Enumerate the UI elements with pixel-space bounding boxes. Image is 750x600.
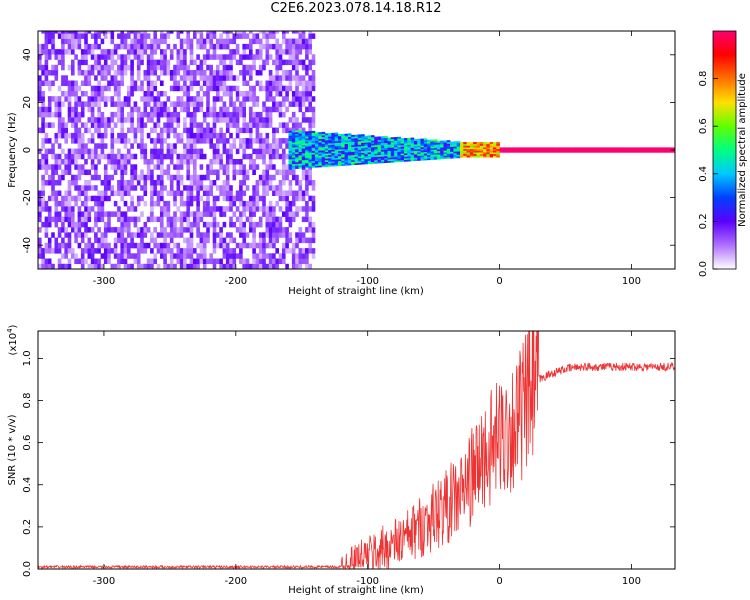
y-tick-label: 0.0 <box>22 561 33 577</box>
snr-series-line <box>38 331 675 569</box>
colorbar: 0.0 0.2 0.4 0.6 0.8 Normalized spectral ampl… <box>698 30 748 277</box>
y-tick-label: 0.6 <box>22 435 33 451</box>
y-tick-label: 0 <box>22 147 33 153</box>
y-tick-label: 0.4 <box>22 477 33 493</box>
y-tick-label: 0.8 <box>22 393 33 409</box>
snr-ylabel: SNR (10 * v/v) <box>7 414 18 485</box>
x-tick-label: 0 <box>496 576 502 587</box>
colorbar-tick-label: 0.0 <box>698 261 709 277</box>
y-tick-label: -40 <box>22 237 33 253</box>
snr-frame <box>37 330 676 570</box>
colorbar-scale <box>712 30 737 270</box>
heatmap-region-4 <box>499 147 675 153</box>
snr-axes: -300 -200 -100 0 100 0.0 0.2 0.4 0.6 0.8 1.0 <box>22 331 675 587</box>
x-tick-label: -200 <box>224 276 247 287</box>
y-tick-label: 0.2 <box>22 519 33 535</box>
spectrogram-ylabel: Frequency (Hz) <box>7 112 18 188</box>
x-tick-label: -300 <box>93 576 116 587</box>
y-tick-label: 20 <box>22 96 33 109</box>
x-tick-label: -300 <box>93 276 116 287</box>
heatmap-region-1 <box>38 31 316 269</box>
snr-plot: -300 -200 -100 0 100 0.0 0.2 0.4 0.6 0.8 1.0 Heigh… <box>6 324 676 596</box>
heatmap-region-2 <box>288 130 461 170</box>
snr-xlabel: Height of straight line (km) <box>288 585 424 596</box>
colorbar-tick-label: 0.2 <box>698 213 709 229</box>
spectrogram-heatmap <box>38 31 675 269</box>
colorbar-tick-label: 0.8 <box>698 71 709 87</box>
heatmap-region-3 <box>460 142 500 158</box>
x-tick-label: -100 <box>356 276 379 287</box>
x-tick-label: -200 <box>224 576 247 587</box>
x-tick-label: 100 <box>622 576 641 587</box>
x-tick-label: 100 <box>622 276 641 287</box>
x-tick-label: -100 <box>356 576 379 587</box>
colorbar-tick-label: 0.4 <box>698 166 709 182</box>
colorbar-label: Normalized spectral amplitude <box>737 73 748 227</box>
y-tick-label: -20 <box>22 189 33 205</box>
x-tick-label: 0 <box>496 276 502 287</box>
figure-title: C2E6.2023.078.14.18.R12 <box>270 1 442 16</box>
spectrogram-xlabel: Height of straight line (km) <box>288 286 424 297</box>
y-tick-label: 40 <box>22 48 33 61</box>
colorbar-tick-label: 0.6 <box>698 118 709 134</box>
y-tick-label: 1.0 <box>22 350 33 366</box>
colorbar-ticks: 0.0 0.2 0.4 0.6 0.8 <box>698 71 718 277</box>
snr-multiplier: (x104) <box>6 324 19 355</box>
